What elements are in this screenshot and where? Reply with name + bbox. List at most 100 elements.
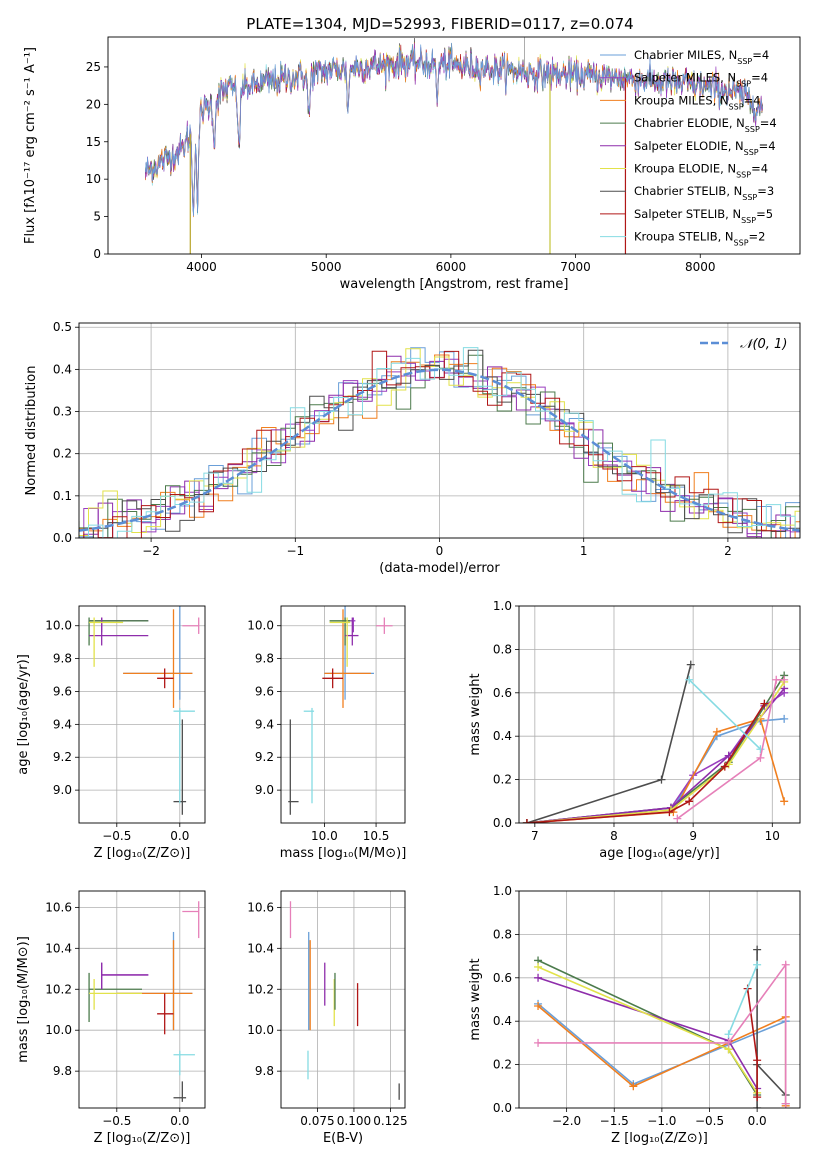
legend-sub: SSP bbox=[742, 193, 757, 202]
series-marker bbox=[756, 753, 765, 762]
series-marker bbox=[760, 699, 769, 708]
series-marker bbox=[720, 762, 729, 771]
x-tick-label: −1 bbox=[286, 544, 304, 558]
x-tick-label: −0.5 bbox=[102, 1114, 131, 1128]
x-axis-label: E(B-V) bbox=[323, 1131, 363, 1146]
legend-text: Kroupa ELODIE, N bbox=[634, 162, 736, 176]
gaussian-curve bbox=[79, 368, 800, 532]
x-tick-label: 0.0 bbox=[170, 829, 189, 843]
x-tick-label: 7000 bbox=[560, 260, 591, 274]
spectrum-line bbox=[145, 42, 763, 217]
series-marker bbox=[780, 714, 789, 723]
series-marker bbox=[712, 727, 721, 736]
legend-sub: SSP bbox=[736, 170, 751, 179]
y-tick-label: 10.0 bbox=[247, 619, 274, 633]
errorbar-point bbox=[182, 617, 200, 634]
axes-frame bbox=[518, 605, 801, 824]
legend-text: Salpeter MILES, N bbox=[634, 71, 736, 85]
y-tick-label: 0.2 bbox=[493, 773, 512, 787]
series-marker bbox=[753, 960, 762, 969]
y-tick-label: 0.4 bbox=[493, 1014, 512, 1028]
axes-frame bbox=[518, 890, 801, 1109]
age-vs-mass-axes: 10.0 10.5 9.0 9.2 9.4 9.6 9.8 10.0 mass [log₁₀(M… bbox=[247, 605, 406, 861]
legend-text: Kroupa STELIB, N bbox=[634, 230, 734, 244]
histogram-line bbox=[79, 347, 800, 538]
y-tick-label: 25 bbox=[86, 60, 101, 74]
x-tick-label: 0.0 bbox=[170, 1114, 189, 1128]
series-line bbox=[526, 681, 785, 823]
legend-count: =2 bbox=[749, 230, 766, 244]
errorbar-point bbox=[329, 617, 351, 667]
x-tick-label: 0.100 bbox=[337, 1114, 371, 1128]
spectrum-axes: 4000 5000 6000 7000 8000 0 5 10 15 20 25 wavelength… bbox=[23, 36, 801, 292]
y-tick-label: 1.0 bbox=[493, 599, 512, 613]
x-axis-label: (data-model)/error bbox=[379, 561, 500, 576]
series-marker bbox=[685, 797, 694, 806]
errorbar-point bbox=[303, 707, 315, 804]
legend-sub: SSP bbox=[729, 102, 744, 111]
legend-sub: SSP bbox=[744, 147, 759, 156]
y-tick-label: 0.5 bbox=[53, 320, 72, 334]
series-marker bbox=[781, 1099, 790, 1108]
y-tick-label: 9.8 bbox=[255, 1064, 274, 1078]
x-tick-label: −1.0 bbox=[647, 1114, 676, 1128]
y-tick-label: 0.4 bbox=[53, 362, 72, 376]
errorbar-point bbox=[173, 1081, 187, 1102]
x-tick-label: 1 bbox=[580, 544, 588, 558]
y-tick-label: 9.0 bbox=[53, 783, 72, 797]
series-marker bbox=[685, 675, 694, 684]
y-tick-label: 0.0 bbox=[493, 816, 512, 830]
x-axis-label: age [log₁₀(age/yr)] bbox=[599, 846, 720, 861]
series-marker bbox=[753, 1104, 762, 1108]
y-axis-label: age [log₁₀(age/yr)] bbox=[16, 654, 31, 775]
y-tick-label: 0.8 bbox=[493, 642, 512, 656]
y-tick-label: 0.2 bbox=[53, 447, 72, 461]
axes-frame bbox=[78, 890, 206, 1109]
x-tick-label: −1.5 bbox=[600, 1114, 629, 1128]
errorbar-point bbox=[123, 609, 193, 708]
y-tick-label: 0.4 bbox=[493, 729, 512, 743]
axes-frame bbox=[280, 605, 406, 824]
x-tick-label: 5000 bbox=[311, 260, 342, 274]
legend-label: Kroupa STELIB, NSSP=2 bbox=[634, 230, 765, 248]
series-marker bbox=[534, 973, 543, 982]
y-tick-label: 9.2 bbox=[255, 750, 274, 764]
legend-label: Kroupa ELODIE, NSSP=4 bbox=[634, 162, 768, 180]
y-tick-label: 0.0 bbox=[493, 1101, 512, 1115]
series-marker bbox=[665, 808, 674, 817]
y-tick-label: 9.6 bbox=[53, 684, 72, 698]
ebv-axes: 0.075 0.100 0.125 9.8 10.0 10.2 10.4 10.6 E(B-V) bbox=[247, 890, 408, 1146]
mass-vs-z-axes: −0.5 0.0 9.8 10.0 10.2 10.4 10.6 Z [log₁₀(Z/Z⊙)… bbox=[16, 890, 206, 1146]
y-tick-label: 9.4 bbox=[255, 717, 274, 731]
y-tick-label: 10.0 bbox=[45, 619, 72, 633]
axes-frame bbox=[78, 322, 801, 539]
axes-frame bbox=[280, 890, 406, 1109]
x-tick-label: 8000 bbox=[685, 260, 716, 274]
x-tick-label: 9 bbox=[689, 829, 697, 843]
series-marker bbox=[724, 1038, 733, 1047]
series-marker bbox=[534, 1002, 543, 1011]
series-marker bbox=[724, 1030, 733, 1039]
series-marker bbox=[780, 797, 789, 806]
errorbar-point bbox=[157, 668, 174, 689]
series-marker bbox=[657, 775, 666, 784]
legend-count: =4 bbox=[759, 139, 776, 153]
legend-text: Salpeter STELIB, N bbox=[634, 207, 741, 221]
errorbar-point bbox=[101, 962, 149, 990]
y-tick-label: 10 bbox=[86, 172, 101, 186]
series-marker bbox=[772, 675, 781, 684]
legend-count: =5 bbox=[756, 207, 773, 221]
legend-text: Kroupa MILES, N bbox=[634, 93, 729, 107]
legend-count: =4 bbox=[751, 162, 768, 176]
x-axis-label: Z [log₁₀(Z/Z⊙)] bbox=[94, 1131, 191, 1146]
legend-label: Chabrier MILES, NSSP=4 bbox=[634, 48, 769, 66]
x-tick-label: 2 bbox=[724, 544, 732, 558]
legend-sub: SSP bbox=[741, 215, 756, 224]
y-axis-label: Flux [fλ10⁻¹⁷ erg cm⁻² s⁻¹ A⁻¹] bbox=[23, 47, 38, 244]
massweight-vs-age-axes: 7 8 9 10 0.0 0.2 0.4 0.6 0.8 1.0 age [log₁₀(age/yr… bbox=[468, 599, 801, 861]
y-tick-label: 10.6 bbox=[247, 900, 274, 914]
histogram-line bbox=[79, 349, 800, 538]
x-tick-label: −0.5 bbox=[102, 829, 131, 843]
legend-text: Chabrier STELIB, N bbox=[634, 184, 742, 198]
legend-text: Chabrier MILES, N bbox=[634, 48, 737, 62]
